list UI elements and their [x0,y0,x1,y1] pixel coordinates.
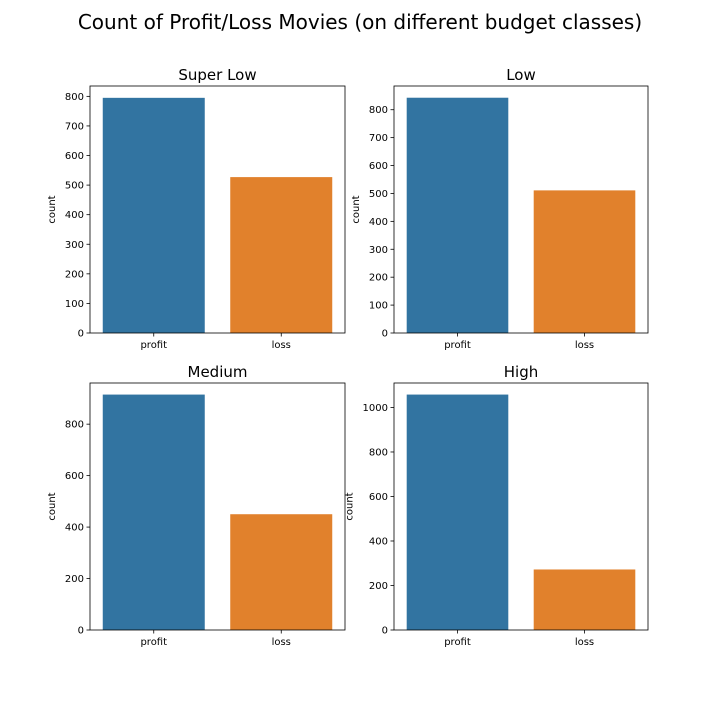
panel-medium: profit loss 0 200 400 600 800 Medium count [47,363,346,648]
x-tick-label-profit: profit [444,340,471,351]
panel-title: Low [506,66,536,84]
y-tick-label: 700 [369,133,388,144]
y-axis-label: count [47,195,58,223]
x-tick-label-profit: profit [444,637,471,648]
y-tick-label: 200 [369,273,388,284]
y-tick-label: 500 [369,189,388,200]
bar-profit [406,97,509,333]
x-tick-label-loss: loss [575,637,594,648]
bar-profit [102,394,205,630]
y-tick-label: 100 [65,299,84,310]
x-tick-label-profit: profit [140,637,167,648]
x-tick-label-loss: loss [272,637,291,648]
y-tick-label: 700 [65,121,84,132]
y-axis-label: count [47,492,58,520]
y-tick-label: 400 [369,217,388,228]
y-tick-label: 800 [65,92,84,103]
y-tick-label: 300 [65,240,84,251]
axes-frame [89,382,346,631]
y-tick-label: 0 [382,329,388,340]
y-tick-label: 600 [65,471,84,482]
y-tick-label: 800 [369,447,388,458]
panel-low: profit loss 0 100 200 300 400 500 600 700 800 Low co… [351,66,649,351]
panel-super-low: profit loss 0 100 200 300 400 500 600 700 800 Super… [47,66,346,351]
panel-title: High [504,363,538,381]
y-tick-label: 400 [65,523,84,534]
y-tick-label: 800 [65,420,84,431]
bar-loss [533,190,636,333]
y-tick-label: 200 [65,269,84,280]
panel-title: Medium [188,363,248,381]
axes-frame [89,85,346,334]
y-tick-label: 600 [65,151,84,162]
bar-profit [102,97,205,333]
bar-loss [230,177,333,333]
panel-title: Super Low [178,66,256,84]
y-tick-label: 400 [369,536,388,547]
y-tick-label: 200 [369,581,388,592]
x-tick-label-loss: loss [575,340,594,351]
x-tick-label-profit: profit [140,340,167,351]
axes-frame [393,382,649,631]
y-tick-label: 200 [65,574,84,585]
y-tick-label: 1000 [363,403,388,414]
y-tick-label: 600 [369,492,388,503]
y-tick-label: 600 [369,161,388,172]
y-tick-label: 500 [65,181,84,192]
bar-loss [230,514,333,630]
x-tick-label-loss: loss [272,340,291,351]
y-tick-label: 0 [78,626,84,637]
y-tick-label: 300 [369,245,388,256]
y-axis-label: count [344,492,355,520]
y-tick-label: 400 [65,210,84,221]
y-tick-label: 100 [369,301,388,312]
y-tick-label: 0 [382,626,388,637]
panel-high: profit loss 0 200 400 600 800 1000 High count [344,363,649,648]
bar-profit [406,394,509,630]
bar-loss [533,569,636,630]
y-axis-label: count [351,195,362,223]
y-tick-label: 0 [78,329,84,340]
figure-title: Count of Profit/Loss Movies (on differen… [78,10,642,34]
y-tick-label: 800 [369,105,388,116]
axes-frame [393,85,649,334]
subplots: profit loss 0 100 200 300 400 500 600 700 800 Super… [47,66,649,648]
